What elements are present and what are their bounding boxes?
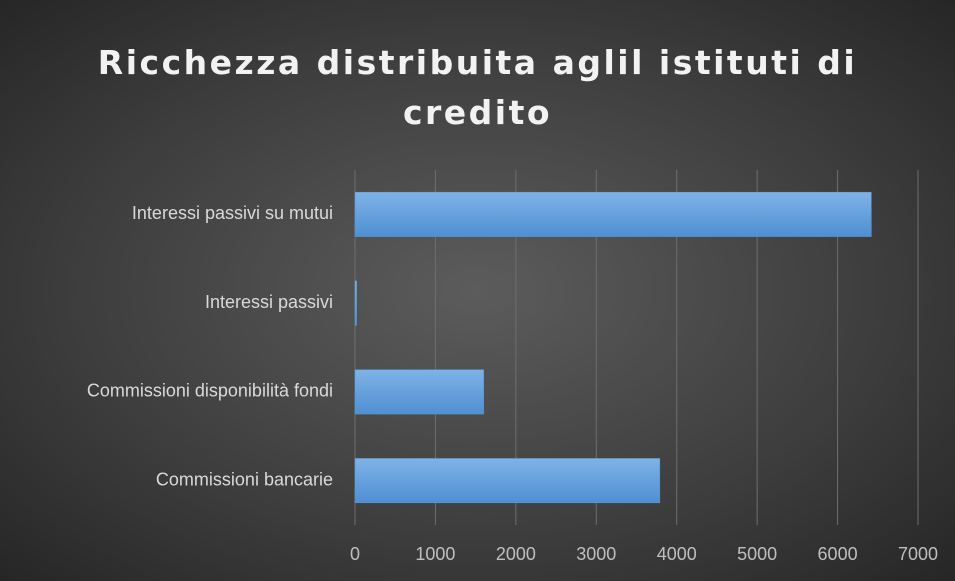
x-tick-label: 3000 <box>576 544 616 564</box>
x-tick-label: 2000 <box>496 544 536 564</box>
bar <box>354 369 484 415</box>
x-tick-label: 1000 <box>415 544 455 564</box>
x-tick-label: 5000 <box>737 544 777 564</box>
x-tick-label: 7000 <box>898 544 938 564</box>
x-tick-label: 6000 <box>818 544 858 564</box>
y-tick-label: Commissioni disponibilità fondi <box>87 381 333 401</box>
x-tick-label: 0 <box>350 544 360 564</box>
y-tick-label: Interessi passivi <box>205 292 333 312</box>
chart-title: Ricchezza distribuita aglil istituti di … <box>97 43 858 132</box>
bar <box>354 280 357 326</box>
x-tick-label: 4000 <box>657 544 697 564</box>
bar <box>354 458 661 504</box>
y-tick-label: Commissioni bancarie <box>156 469 333 489</box>
bar <box>354 191 872 237</box>
y-tick-label: Interessi passivi su mutui <box>132 203 333 223</box>
